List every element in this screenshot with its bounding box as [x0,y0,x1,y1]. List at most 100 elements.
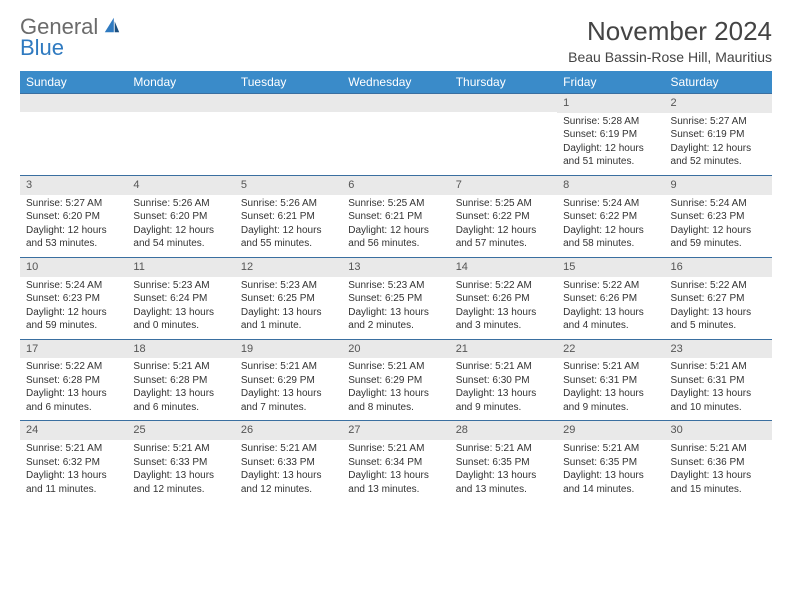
brand-logo: General Blue [20,16,121,59]
calendar-cell: 13Sunrise: 5:23 AMSunset: 6:25 PMDayligh… [342,257,449,339]
sunset-line: Sunset: 6:29 PM [348,374,443,388]
calendar-cell [342,94,449,176]
sunrise-line: Sunrise: 5:23 AM [133,279,228,293]
day-number: 22 [557,340,664,359]
day-number: 24 [20,421,127,440]
day-number: 29 [557,421,664,440]
daylight-line: Daylight: 13 hours and 10 minutes. [671,387,766,414]
sunrise-line: Sunrise: 5:21 AM [348,442,443,456]
sunrise-line: Sunrise: 5:25 AM [348,197,443,211]
day-header-row: SundayMondayTuesdayWednesdayThursdayFrid… [20,71,772,94]
sunrise-line: Sunrise: 5:21 AM [456,442,551,456]
day-number [235,94,342,112]
day-number: 11 [127,258,234,277]
calendar-cell: 1Sunrise: 5:28 AMSunset: 6:19 PMDaylight… [557,94,664,176]
day-number: 7 [450,176,557,195]
calendar-cell: 10 Sunrise: 5:24 AMSunset: 6:23 PMDayligh… [20,257,127,339]
sunrise-line: Sunrise: 5:24 AM [563,197,658,211]
day-number [20,94,127,112]
daylight-line: Daylight: 13 hours and 0 minutes. [133,306,228,333]
day-number: 20 [342,340,449,359]
daylight-line: Daylight: 13 hours and 4 minutes. [563,306,658,333]
day-body: Sunrise: 5:25 AMSunset: 6:21 PMDaylight:… [342,195,449,257]
sunrise-line: Sunrise: 5:21 AM [133,442,228,456]
sunset-line: Sunset: 6:21 PM [241,210,336,224]
sunrise-line: Sunrise: 5:24 AM [26,279,121,293]
sunset-line: Sunset: 6:26 PM [563,292,658,306]
sunrise-line: Sunrise: 5:24 AM [671,197,766,211]
month-title: November 2024 [568,16,772,47]
sunset-line: Sunset: 6:19 PM [671,128,766,142]
day-body: Sunrise: 5:22 AMSunset: 6:26 PMDaylight:… [557,277,664,339]
day-header: Saturday [665,71,772,94]
day-number: 10 [20,258,127,277]
day-body: Sunrise: 5:21 AMSunset: 6:35 PMDaylight:… [557,440,664,502]
sunset-line: Sunset: 6:25 PM [241,292,336,306]
calendar-cell [450,94,557,176]
calendar-week: 17Sunrise: 5:22 AMSunset: 6:28 PMDayligh… [20,339,772,421]
calendar-cell: 20Sunrise: 5:21 AMSunset: 6:29 PMDayligh… [342,339,449,421]
calendar-week: 24 Sunrise: 5:21 AM Sunset: 6:32 PM Dayligh… [20,421,772,502]
day-body: Sunrise: 5:28 AMSunset: 6:19 PMDaylight:… [557,113,664,175]
daylight-line: Daylight: 12 hours and 55 minutes. [241,224,336,251]
day-body: Sunrise: 5:21 AMSunset: 6:33 PMDaylight:… [127,440,234,502]
day-number: 6 [342,176,449,195]
day-number: 12 [235,258,342,277]
sunset-line: Sunset: 6:33 PM [133,456,228,470]
calendar-cell: 2Sunrise: 5:27 AMSunset: 6:19 PMDaylight… [665,94,772,176]
daylight-line: Daylight: 13 hours and 3 minutes. [456,306,551,333]
sunset-line: Sunset: 6:23 PM [26,292,121,306]
day-number: 23 [665,340,772,359]
daylight-line: Daylight: 13 hours and 13 minutes. [456,469,551,496]
day-header: Friday [557,71,664,94]
daylight-line: Daylight: 12 hours and 56 minutes. [348,224,443,251]
daylight-line: Daylight: 13 hours and 9 minutes. [563,387,658,414]
sunrise-line: Sunrise: 5:21 AM [456,360,551,374]
day-body: Sunrise: 5:21 AMSunset: 6:36 PMDaylight:… [665,440,772,502]
sunset-line: Sunset: 6:26 PM [456,292,551,306]
day-body: Sunrise: 5:23 AMSunset: 6:25 PMDaylight:… [342,277,449,339]
day-body: Sunrise: 5:21 AMSunset: 6:34 PMDaylight:… [342,440,449,502]
sunrise-line: Sunrise: 5:27 AM [26,197,121,211]
calendar-cell: 11 Sunrise: 5:23 AMSunset: 6:24 PMDayligh… [127,257,234,339]
sunset-line: Sunset: 6:29 PM [241,374,336,388]
calendar-week: 10Sunrise: 5:24 AMSunset: 6:23 PMDayligh… [20,257,772,339]
sunset-line: Sunset: 6:35 PM [563,456,658,470]
sunset-line: Sunset: 6:23 PM [671,210,766,224]
calendar-cell [20,94,127,176]
brand-text: General Blue [20,16,121,59]
daylight-line: Daylight: 12 hours and 54 minutes. [133,224,228,251]
sunset-line: Sunset: 6:21 PM [348,210,443,224]
daylight-line: Daylight: 12 hours and 51 minutes. [563,142,658,169]
daylight-line: Daylight: 13 hours and 15 minutes. [671,469,766,496]
daylight-line: Daylight: 12 hours and 59 minutes. [26,306,121,333]
day-body [20,112,127,166]
day-number: 28 [450,421,557,440]
sunset-line: Sunset: 6:24 PM [133,292,228,306]
calendar-cell: 27Sunrise: 5:21 AMSunset: 6:34 PMDayligh… [342,421,449,502]
day-number: 13 [342,258,449,277]
calendar-week: 3Sunrise: 5:27 AMSunset: 6:20 PMDaylight… [20,175,772,257]
sunrise-line: Sunrise: 5:21 AM [241,360,336,374]
sunset-line: Sunset: 6:36 PM [671,456,766,470]
sunset-line: Sunset: 6:22 PM [563,210,658,224]
daylight-line: Daylight: 13 hours and 9 minutes. [456,387,551,414]
sunset-line: Sunset: 6:33 PM [241,456,336,470]
day-number: 19 [235,340,342,359]
sunrise-line: Sunrise: 5:21 AM [133,360,228,374]
day-body: Sunrise: 5:21 AMSunset: 6:35 PMDaylight:… [450,440,557,502]
daylight-line: Daylight: 13 hours and 6 minutes. [26,387,121,414]
day-body: Sunrise: 5:21 AMSunset: 6:31 PMDaylight:… [665,358,772,420]
day-number: 9 [665,176,772,195]
sunset-line: Sunset: 6:32 PM [26,456,121,470]
calendar-cell: 21Sunrise: 5:21 AMSunset: 6:30 PMDayligh… [450,339,557,421]
daylight-line: Daylight: 12 hours and 59 minutes. [671,224,766,251]
header: General Blue November 2024 Beau Bassin-R… [20,16,772,65]
calendar-cell: 18Sunrise: 5:21 AMSunset: 6:28 PMDayligh… [127,339,234,421]
sunrise-line: Sunrise: 5:26 AM [241,197,336,211]
sunrise-line: Sunrise: 5:21 AM [671,442,766,456]
daylight-line: Daylight: 12 hours and 57 minutes. [456,224,551,251]
day-body: Sunrise: 5:21 AMSunset: 6:29 PMDaylight:… [235,358,342,420]
daylight-line: Daylight: 13 hours and 8 minutes. [348,387,443,414]
sunset-line: Sunset: 6:28 PM [26,374,121,388]
